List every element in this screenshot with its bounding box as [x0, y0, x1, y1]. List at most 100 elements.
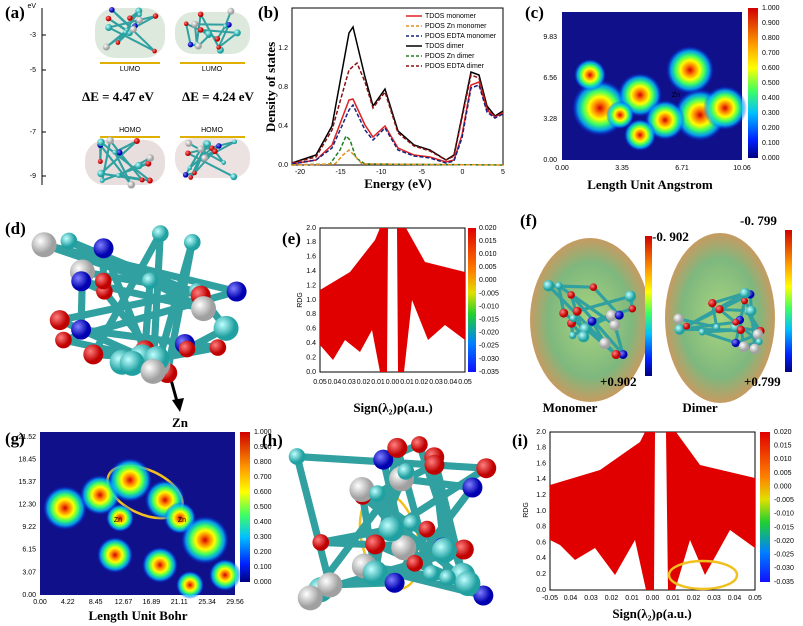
atom	[216, 143, 222, 149]
x-tick-label: -15	[336, 169, 346, 176]
x-tick-label: 0.04	[444, 379, 458, 386]
atom	[397, 463, 415, 480]
y-tick-label: 1.4	[536, 476, 546, 483]
density-blob	[43, 486, 87, 530]
y-tick-label: 2.0	[306, 225, 316, 232]
legend-label: TDOS monomer	[425, 13, 477, 20]
y-tick-label: 1.0	[536, 508, 546, 515]
legend-label: PDOS Zn monomer	[425, 23, 487, 30]
x-tick-label: 0.03	[342, 379, 356, 386]
atom	[214, 36, 221, 42]
x-tick-label: 0.01	[666, 595, 680, 602]
y-tick-label: 1.6	[306, 254, 316, 261]
atom	[424, 454, 445, 475]
atom	[139, 177, 145, 183]
colorbar-label: 0.700	[254, 474, 272, 481]
atom	[145, 160, 152, 167]
surface-label: Dimer	[682, 400, 718, 415]
panel-label: (b)	[258, 3, 279, 22]
atom	[60, 232, 78, 250]
x-tick-label: 0.03	[707, 595, 721, 602]
panel-label: (c)	[525, 3, 544, 22]
y-tick-label: 1.8	[536, 445, 546, 452]
y-tick-label: 12.30	[18, 502, 36, 509]
energy-gap: ΔE = 4.47 eV	[82, 89, 154, 104]
atom	[191, 20, 199, 28]
bond	[188, 142, 225, 164]
bond	[108, 26, 156, 52]
atom	[755, 338, 763, 346]
atom	[698, 328, 706, 336]
atom	[146, 154, 154, 162]
y-tick-label: 21.52	[18, 434, 36, 441]
atom	[187, 41, 194, 48]
atom	[197, 11, 204, 18]
y-tick-label: 0.8	[306, 311, 316, 318]
y-tick-label: 0.8	[278, 84, 288, 91]
atom	[230, 173, 238, 181]
bond	[193, 143, 209, 174]
colorbar-label: 0.300	[762, 110, 780, 117]
atom	[201, 154, 209, 162]
dos-curves	[291, 25, 504, 166]
y-tick-label: 1.2	[306, 282, 316, 289]
y-tick-label: 1.2	[536, 492, 546, 499]
atom	[222, 23, 228, 29]
x-tick-label: 0.00	[646, 595, 660, 602]
atom	[183, 21, 189, 27]
x-tick-label: 0.00	[386, 379, 400, 386]
colorbar-label: -0.015	[774, 524, 794, 531]
atom-label: Zn	[172, 415, 189, 430]
rdg-scatter	[550, 432, 755, 590]
y-tick-label: 6.56	[543, 75, 557, 82]
bond	[100, 141, 151, 182]
bond	[678, 317, 718, 329]
atom	[749, 343, 761, 355]
colorbar-label: -0.010	[479, 303, 499, 310]
colorbar-label: 0.200	[254, 549, 272, 556]
x-tick-label: 0.01	[625, 595, 639, 602]
atom	[611, 350, 621, 360]
colorbar	[645, 236, 652, 376]
colorbar-label: 0.010	[774, 456, 792, 463]
x-tick-label: 0.00	[555, 165, 569, 172]
density-blob	[108, 458, 152, 502]
atom	[715, 305, 724, 314]
colorbar-label: 0.020	[479, 225, 497, 232]
atom	[387, 437, 408, 458]
atom	[209, 339, 227, 356]
atom	[152, 13, 159, 19]
y-tick-label: 1.2	[278, 45, 288, 52]
atom	[365, 534, 386, 555]
scatter	[320, 228, 388, 372]
y-tick-label: 0.4	[536, 555, 546, 562]
atom	[109, 7, 115, 13]
colorbar	[760, 432, 770, 582]
x-tick-label: 0.01	[400, 379, 414, 386]
atom	[572, 306, 582, 316]
atom	[182, 172, 189, 178]
atom	[97, 138, 105, 147]
colorbar-label: -0.020	[774, 538, 794, 545]
x-tick-label: 29.56	[226, 599, 244, 606]
atom	[116, 149, 123, 156]
atom	[674, 324, 685, 335]
x-tick-label: 0.04	[728, 595, 742, 602]
x-tick-label: -20	[295, 169, 305, 176]
density-blob	[106, 504, 134, 532]
colorbar-label: 0.015	[479, 238, 497, 245]
colorbar	[785, 230, 792, 372]
atom	[589, 283, 598, 291]
atom	[599, 337, 611, 349]
atom	[462, 477, 483, 498]
x-axis-label: Sign(λ₂)ρ(a.u.)	[612, 606, 691, 621]
atom	[713, 323, 721, 331]
y-tick-label: 0.00	[543, 157, 557, 164]
atom	[106, 136, 114, 145]
x-tick-label: -0.05	[542, 595, 558, 602]
y-tick-label: 15.37	[18, 479, 36, 486]
atom	[746, 305, 757, 317]
atom	[213, 315, 239, 341]
surface	[665, 233, 775, 403]
